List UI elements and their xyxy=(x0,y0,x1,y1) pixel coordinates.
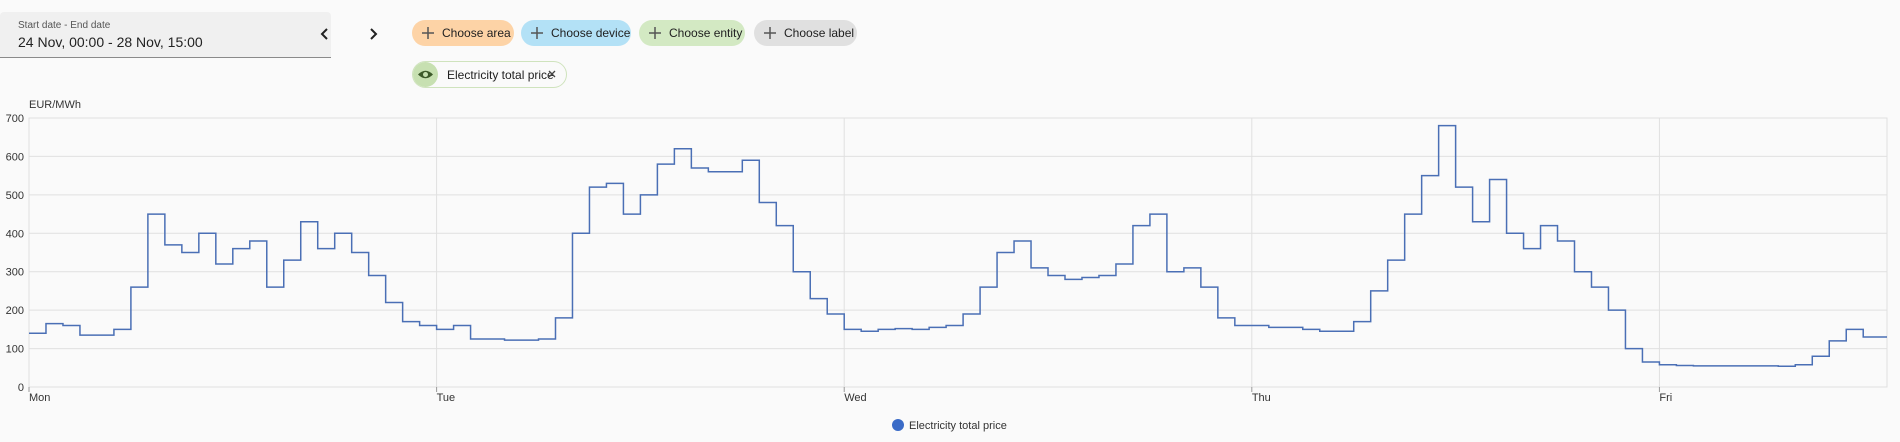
y-tick-label: 300 xyxy=(6,267,24,279)
prev-button[interactable] xyxy=(315,24,335,44)
chip-label: Choose area xyxy=(442,26,511,40)
y-tick-label: 700 xyxy=(6,113,24,125)
y-tick-label: 200 xyxy=(6,305,24,317)
date-label: Start date - End date xyxy=(18,20,111,31)
plus-icon xyxy=(531,27,543,39)
entity-name: Electricity total price xyxy=(447,67,554,82)
x-tick-label: Tue xyxy=(437,392,456,404)
x-tick-label: Fri xyxy=(1659,392,1672,404)
chip-label: Choose entity xyxy=(669,26,743,40)
chip-label[interactable]: Choose label xyxy=(754,20,857,46)
legend-marker xyxy=(892,419,904,431)
y-tick-label: 100 xyxy=(6,344,24,356)
x-tick-label: Mon xyxy=(29,392,50,404)
chip-device[interactable]: Choose device xyxy=(521,20,631,46)
plus-icon xyxy=(764,27,776,39)
plot-frame xyxy=(28,117,1888,388)
date-picker[interactable]: Start date - End date 24 Nov, 00:00 - 28… xyxy=(0,12,331,58)
plus-icon xyxy=(422,27,434,39)
chip-label: Choose label xyxy=(784,26,855,40)
plus-icon xyxy=(649,27,661,39)
remove-icon[interactable] xyxy=(546,68,558,80)
y-tick-label: 600 xyxy=(6,151,24,163)
y-tick-label: 500 xyxy=(6,190,24,202)
price-line xyxy=(29,124,1887,367)
y-tick-label: 0 xyxy=(18,382,24,394)
chip-label: Choose device xyxy=(551,26,631,40)
entity-chip[interactable]: Electricity total price xyxy=(412,61,567,88)
next-button[interactable] xyxy=(363,24,383,44)
chip-area[interactable]: Choose area xyxy=(412,20,514,46)
y-tick-label: 400 xyxy=(6,228,24,240)
eye-icon[interactable] xyxy=(413,62,438,87)
legend-label: Electricity total price xyxy=(909,420,1007,432)
chip-entity[interactable]: Choose entity xyxy=(639,20,745,46)
y-axis-label: EUR/MWh xyxy=(29,99,81,111)
x-tick-label: Thu xyxy=(1252,392,1271,404)
date-value: 24 Nov, 00:00 - 28 Nov, 15:00 xyxy=(18,34,203,50)
x-tick-label: Wed xyxy=(844,392,866,404)
